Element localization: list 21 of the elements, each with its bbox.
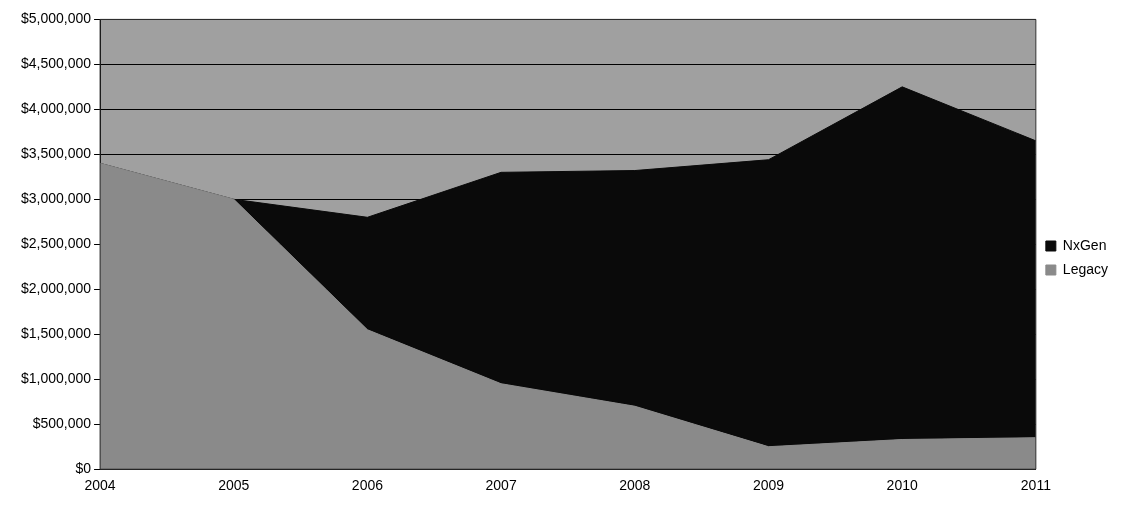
y-tick-label: $2,500,000 (20, 235, 92, 252)
y-tick-label: $4,500,000 (20, 55, 92, 72)
x-tick-label: 2009 (752, 477, 785, 494)
x-tick-label: 2004 (84, 477, 116, 494)
y-tick-label: $2,000,000 (20, 280, 92, 297)
y-tick-label: $3,500,000 (20, 145, 92, 162)
y-tick-label: $5,000,000 (20, 10, 92, 27)
x-tick-label: 2006 (351, 477, 384, 494)
legend-label: Legacy (1062, 260, 1109, 277)
y-tick-label: $1,000,000 (20, 370, 92, 387)
x-tick-label: 2005 (218, 477, 250, 494)
x-tick-label: 2007 (485, 477, 517, 494)
x-tick-label: 2010 (886, 477, 918, 494)
y-tick-label: $500,000 (32, 415, 92, 432)
y-tick-label: $0 (75, 460, 92, 477)
y-tick-label: $3,000,000 (20, 190, 92, 207)
y-tick-label: $1,500,000 (20, 325, 92, 342)
y-tick-label: $4,000,000 (20, 100, 92, 117)
x-tick-label: 2011 (1020, 477, 1052, 494)
legend-label: NxGen (1062, 236, 1107, 253)
x-tick-label: 2008 (619, 477, 651, 494)
